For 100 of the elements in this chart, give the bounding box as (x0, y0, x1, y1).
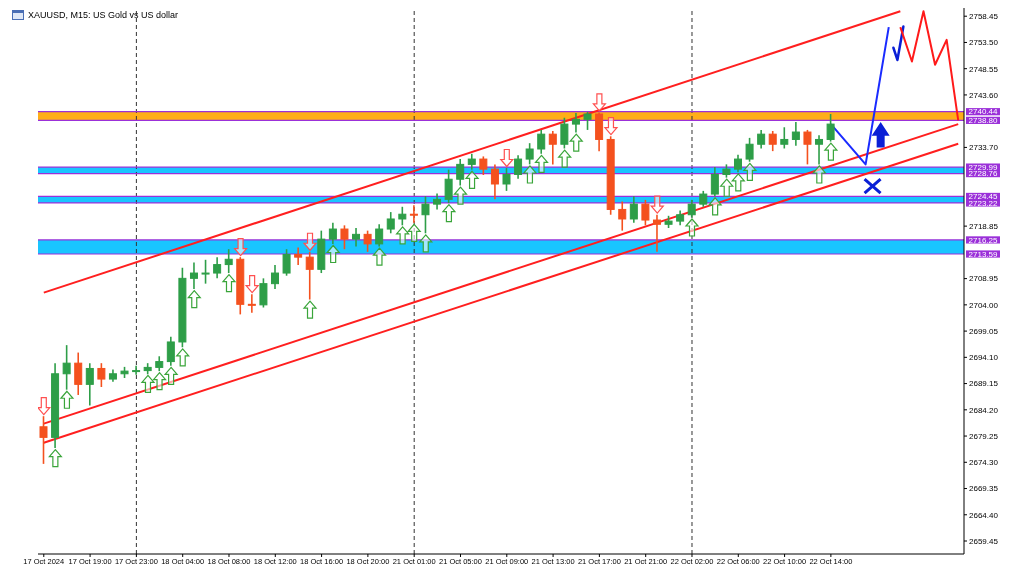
candlestick (282, 248, 291, 277)
candlestick (97, 362, 106, 388)
y-tick-label: 2684.20 (969, 405, 999, 415)
candlestick (641, 199, 650, 227)
candlestick (305, 251, 314, 301)
candlestick (39, 415, 48, 465)
candlestick (629, 195, 638, 224)
point (141, 374, 155, 393)
point (419, 234, 433, 253)
candlestick (421, 195, 430, 235)
candlestick (74, 351, 83, 396)
point (592, 93, 606, 112)
candlestick (189, 261, 198, 290)
point (303, 300, 317, 319)
y-tick-label: 2659.45 (969, 536, 999, 546)
point (465, 170, 479, 189)
y-tick-label: 2689.15 (969, 379, 999, 389)
point (326, 244, 340, 264)
candlestick (213, 256, 222, 280)
candlestick (803, 129, 812, 166)
candlestick (514, 154, 523, 180)
candlestick (386, 211, 395, 235)
y-tick-label: 2674.30 (969, 458, 999, 468)
point (245, 275, 259, 294)
point (743, 162, 757, 181)
candlestick (201, 259, 210, 285)
point (233, 237, 248, 257)
ref-line-label: 2723.22 (968, 198, 999, 208)
candlestick (745, 137, 754, 163)
line-series (899, 10, 960, 122)
point (164, 366, 178, 386)
point (396, 226, 410, 245)
point (303, 232, 317, 251)
candlestick (826, 113, 835, 143)
point (187, 289, 201, 309)
ref-line-label: 2740.44 (968, 107, 999, 117)
candlestick (375, 223, 384, 248)
candlestick (710, 166, 719, 197)
candlestick (502, 167, 511, 192)
ref-line-label: 2738.80 (968, 116, 999, 126)
candlestick (791, 121, 800, 147)
y-tick-label: 2733.70 (969, 143, 999, 153)
y-tick-label: 2669.35 (969, 484, 999, 494)
candlestick (340, 224, 349, 250)
chart-title: XAUUSD, M15: US Gold vs US dollar (28, 10, 179, 20)
point (558, 149, 572, 168)
candlestick (768, 130, 777, 152)
ref-line-label: 2713.59 (968, 249, 999, 259)
point (720, 178, 734, 197)
point (453, 186, 468, 205)
candlestick (525, 142, 534, 166)
ref-line-label: 2716.25 (968, 235, 999, 245)
candlestick (583, 111, 592, 131)
candlestick (363, 229, 372, 253)
candlestick (815, 134, 824, 166)
candlestick (560, 116, 569, 150)
candlestick (294, 246, 303, 266)
point (407, 223, 421, 242)
y-tick-label: 2704.00 (969, 300, 999, 310)
candlestick (85, 362, 94, 407)
candlestick (490, 163, 499, 201)
candlestick (132, 365, 141, 376)
candlestick (259, 277, 268, 309)
point (685, 218, 699, 237)
point (372, 247, 387, 266)
candlestick (444, 168, 453, 204)
point (534, 154, 549, 173)
candlestick (548, 130, 557, 166)
y-tick-label: 2758.45 (969, 12, 999, 22)
candlestick (352, 227, 361, 248)
candlestick (618, 200, 627, 232)
point (604, 117, 618, 136)
candlestick (456, 158, 465, 187)
point (650, 195, 664, 214)
y-tick-label: 2748.55 (969, 64, 999, 74)
point (569, 133, 583, 152)
candlestick (409, 204, 418, 224)
ref-line-label: 2724.45 (968, 192, 999, 202)
y-tick-label: 2718.85 (969, 221, 999, 231)
candlestick (328, 221, 337, 245)
point (442, 204, 456, 223)
y-tick-label: 2743.60 (969, 90, 999, 100)
y-tick-label: 2708.95 (969, 274, 999, 284)
point (176, 348, 190, 367)
point (523, 165, 537, 184)
candlestick (780, 126, 789, 150)
candlestick (479, 155, 488, 176)
candlestick (571, 112, 580, 134)
y-tick-label: 2664.40 (969, 510, 999, 520)
point (500, 148, 514, 168)
point (222, 274, 236, 293)
y-tick-label: 2699.05 (969, 326, 999, 336)
candlestick (271, 264, 279, 290)
candlestick (398, 205, 407, 227)
y-tick-label: 2679.25 (969, 431, 999, 441)
candlestick (652, 213, 661, 253)
candlestick (62, 344, 71, 391)
point (708, 197, 722, 216)
point (48, 448, 62, 468)
point (731, 173, 745, 192)
